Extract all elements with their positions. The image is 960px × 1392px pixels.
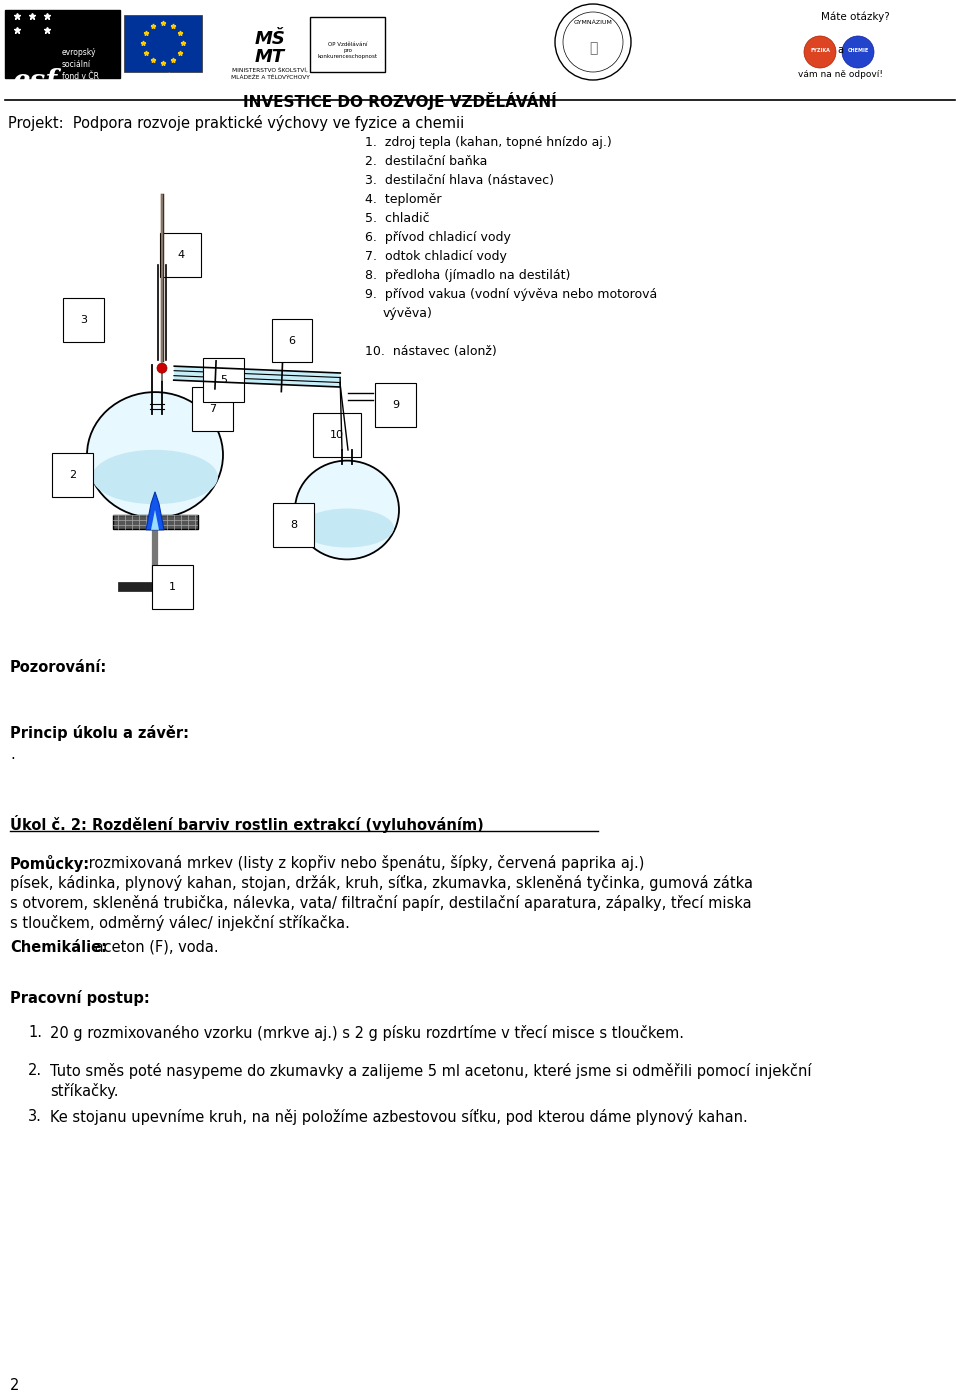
Text: 1.: 1. [28,1025,42,1040]
Text: FYZIKA: FYZIKA [810,47,830,53]
Circle shape [842,36,874,68]
Text: písek, kádinka, plynový kahan, stojan, držák, kruh, síťka, zkumavka, skleněná ty: písek, kádinka, plynový kahan, stojan, d… [10,876,753,891]
Text: 1.  zdroj tepla (kahan, topné hnízdo aj.): 1. zdroj tepla (kahan, topné hnízdo aj.) [365,136,612,149]
Text: 3: 3 [80,315,87,324]
Text: Princip úkolu a závěr:: Princip úkolu a závěr: [10,725,189,741]
Text: 3.: 3. [28,1109,42,1123]
Text: 7.  odtok chladicí vody: 7. odtok chladicí vody [365,251,507,263]
Text: Projekt:  Podpora rozvoje praktické výchovy ve fyzice a chemii: Projekt: Podpora rozvoje praktické výcho… [8,116,465,131]
Text: vývěva): vývěva) [383,308,433,320]
Text: a: a [837,45,843,56]
Text: s tloučkem, odměrný válec/ injekční stříkačka.: s tloučkem, odměrný válec/ injekční stří… [10,915,349,931]
Text: MŠ: MŠ [254,31,285,47]
Text: 2.: 2. [28,1063,42,1077]
Polygon shape [174,366,340,387]
Text: MINISTERSTVO ŠKOLSTVÍ,
MLÁDEŽE A TĚLOVÝCHOVY: MINISTERSTVO ŠKOLSTVÍ, MLÁDEŽE A TĚLOVÝC… [230,68,309,79]
Text: 20 g rozmixovaného vzorku (mrkve aj.) s 2 g písku rozdrtíme v třecí misce s tlou: 20 g rozmixovaného vzorku (mrkve aj.) s … [50,1025,684,1041]
Text: Pracovní postup:: Pracovní postup: [10,990,150,1006]
Text: CHEMIE: CHEMIE [848,47,869,53]
Text: 4.  teploměr: 4. teploměr [365,193,442,206]
FancyBboxPatch shape [5,10,120,78]
Text: 8: 8 [290,521,298,530]
Polygon shape [146,491,164,530]
Text: GYMNÁZIUM: GYMNÁZIUM [573,19,612,25]
Text: Pomůcky:: Pomůcky: [10,855,90,871]
Text: OP Vzdělávání
pro
konkurenceschopnost: OP Vzdělávání pro konkurenceschopnost [318,42,378,60]
Text: Chemikálie:: Chemikálie: [10,940,107,955]
Text: aceton (F), voda.: aceton (F), voda. [90,940,219,955]
Text: Pozorování:: Pozorování: [10,660,108,675]
Text: 3.  destilační hlava (nástavec): 3. destilační hlava (nástavec) [365,174,554,187]
Text: 5.  chladič: 5. chladič [365,212,430,226]
Text: 1: 1 [169,582,176,592]
Text: Úkol č. 2: Rozdělení barviv rostlin extrakcí (vyluhováním): Úkol č. 2: Rozdělení barviv rostlin extr… [10,814,484,832]
Text: 🌍: 🌍 [588,40,597,56]
Text: 2: 2 [10,1378,19,1392]
Text: 4: 4 [177,251,184,260]
Text: 6: 6 [289,335,296,345]
Text: 9.  přívod vakua (vodní vývěva nebo motorová: 9. přívod vakua (vodní vývěva nebo motor… [365,288,658,301]
Text: .: . [10,748,14,761]
Text: 2: 2 [69,470,76,480]
Text: Ke stojanu upevníme kruh, na něj položíme azbestovou síťku, pod kterou dáme plyn: Ke stojanu upevníme kruh, na něj položím… [50,1109,748,1125]
Ellipse shape [92,450,218,504]
Text: EVROPSKÁ UNIE: EVROPSKÁ UNIE [138,72,188,78]
Text: 2.  destilační baňka: 2. destilační baňka [365,155,488,168]
Circle shape [157,363,167,373]
Text: esf: esf [12,68,58,95]
Text: evropský
sociální
fond v ČR: evropský sociální fond v ČR [62,47,99,81]
Text: 5: 5 [220,374,227,386]
Text: 10: 10 [330,430,344,440]
Text: MT: MT [255,47,285,65]
Text: 7: 7 [209,404,216,413]
Text: 10.  nástavec (alonž): 10. nástavec (alonž) [365,345,496,358]
Circle shape [804,36,836,68]
Text: Tuto směs poté nasypeme do zkumavky a zalijeme 5 ml acetonu, které jsme si odměř: Tuto směs poté nasypeme do zkumavky a za… [50,1063,811,1079]
Text: Máte otázky?: Máte otázky? [821,13,889,22]
Text: INVESTICE DO ROZVOJE VZDĚLÁVÁNÍ: INVESTICE DO ROZVOJE VZDĚLÁVÁNÍ [243,92,557,110]
Ellipse shape [87,393,223,518]
Polygon shape [151,509,159,530]
Text: 9: 9 [392,400,399,411]
FancyBboxPatch shape [124,15,202,72]
FancyBboxPatch shape [310,17,385,72]
Ellipse shape [300,508,394,547]
Text: rozmixovaná mrkev (listy z kopřiv nebo špenátu, šípky, červená paprika aj.): rozmixovaná mrkev (listy z kopřiv nebo š… [84,855,644,871]
Text: 6.  přívod chladicí vody: 6. přívod chladicí vody [365,231,511,244]
Text: s otvorem, skleněná trubička, nálevka, vata/ filtrační papír, destilační aparatu: s otvorem, skleněná trubička, nálevka, v… [10,895,752,910]
Ellipse shape [295,461,399,560]
FancyBboxPatch shape [113,515,198,529]
Text: vám na ně odpoví!: vám na ně odpoví! [798,70,882,79]
Text: stříkačky.: stříkačky. [50,1083,118,1100]
Text: 8.  předloha (jímadlo na destilát): 8. předloha (jímadlo na destilát) [365,269,570,283]
